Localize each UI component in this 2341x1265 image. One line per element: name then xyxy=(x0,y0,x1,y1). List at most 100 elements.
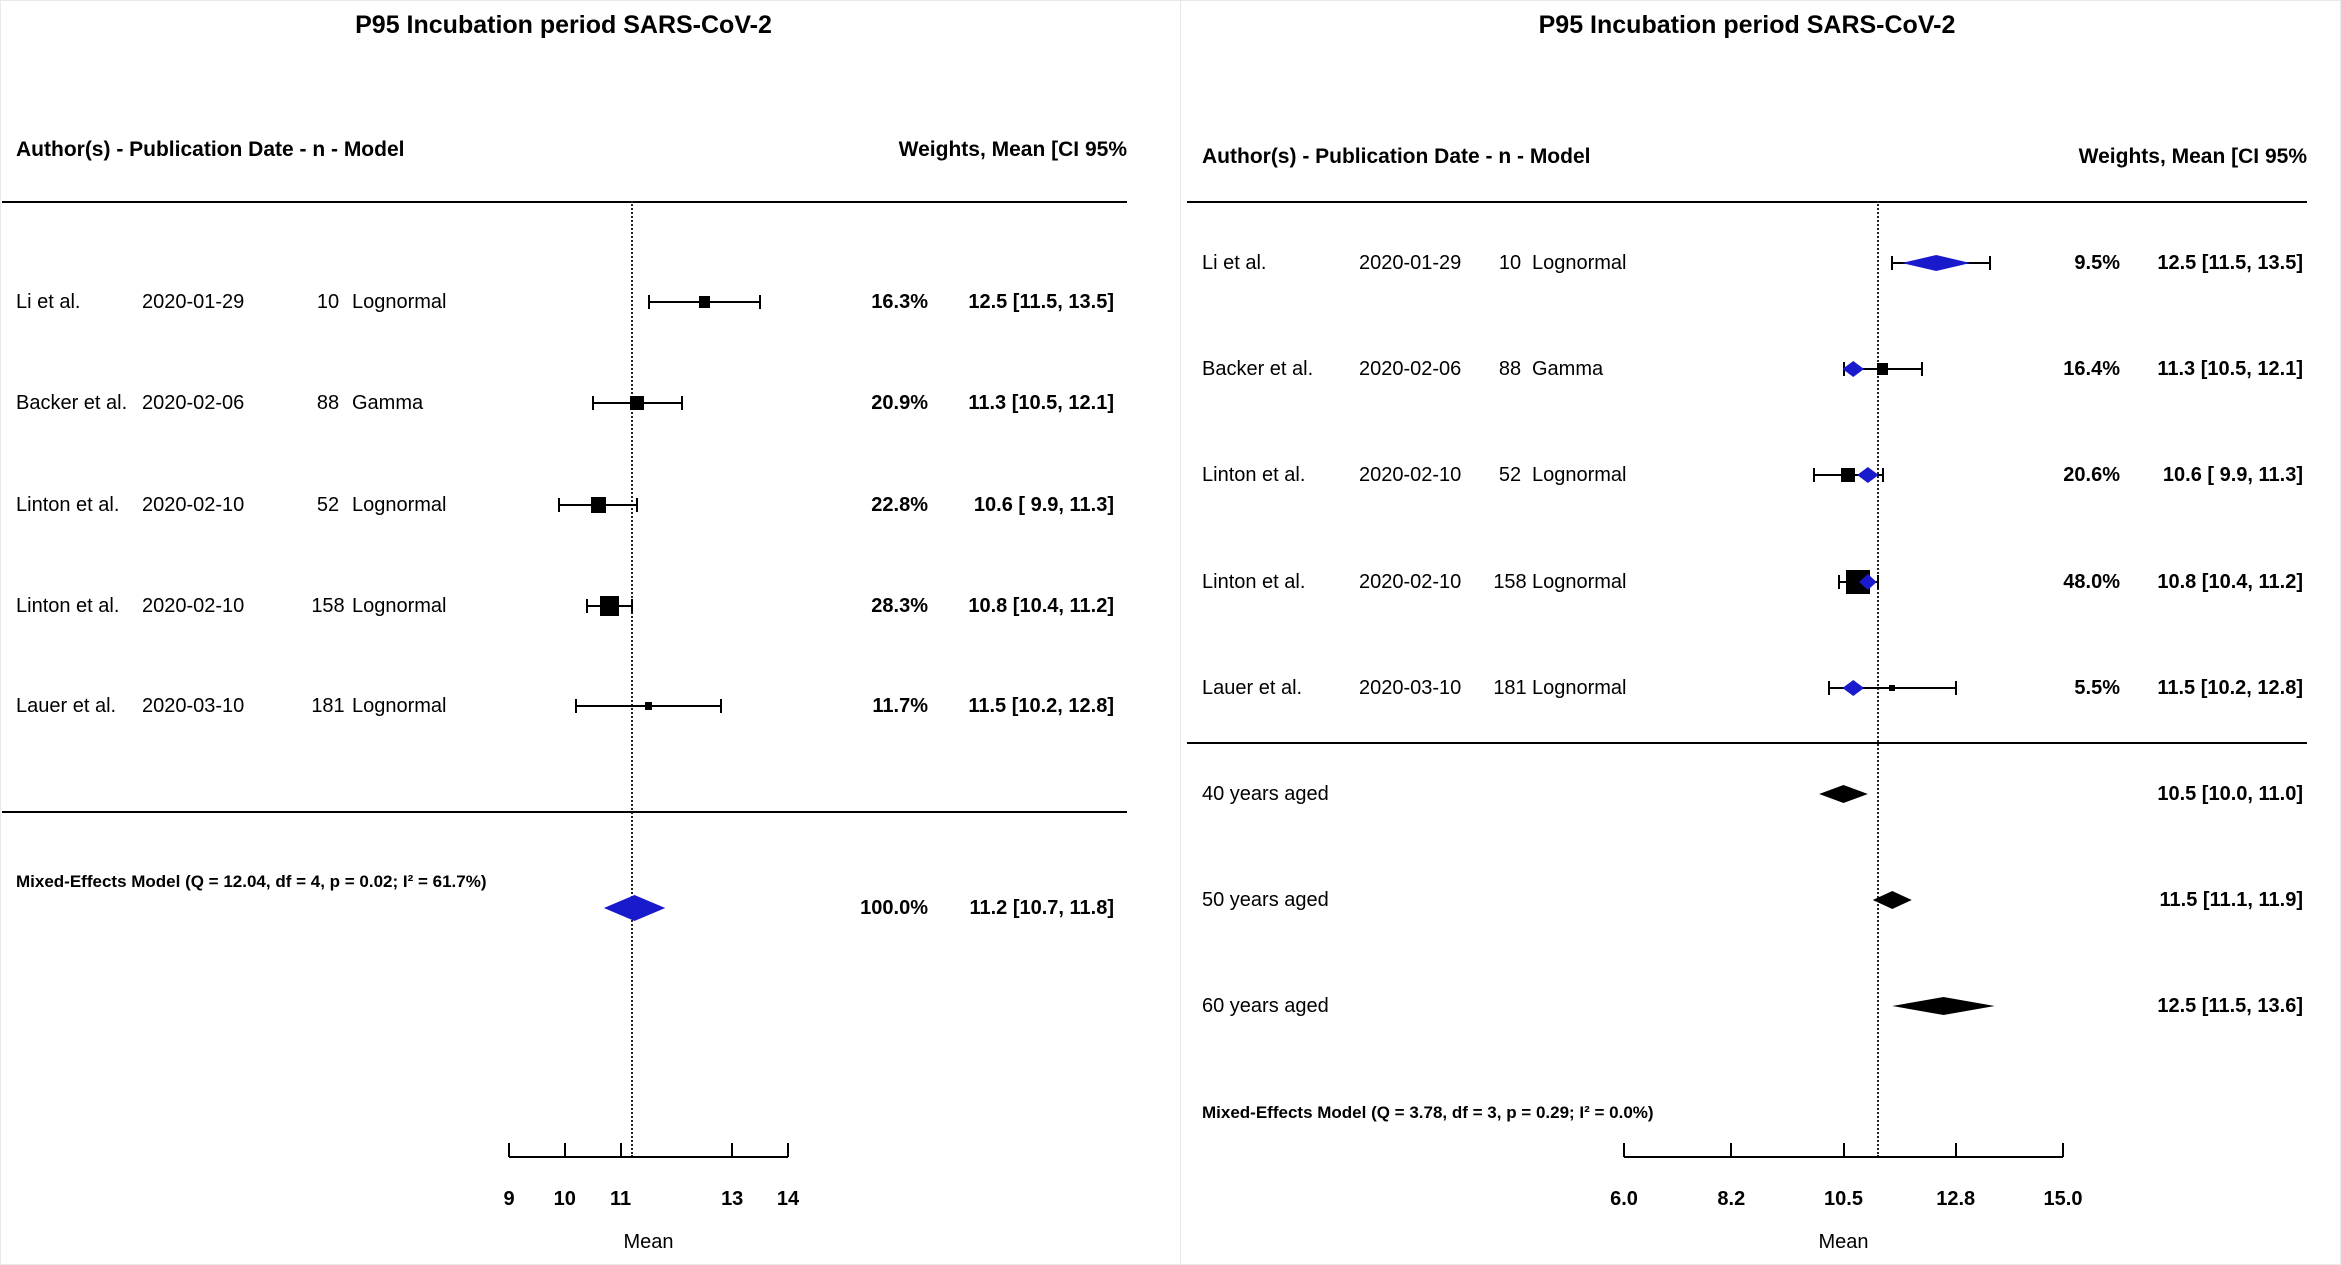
model-label: Lognormal xyxy=(352,494,447,516)
ci-cap xyxy=(1827,681,1830,695)
axis-tick xyxy=(1730,1143,1733,1157)
weight-label: 48.0% xyxy=(2063,571,2120,593)
fit-diamond xyxy=(1842,680,1864,696)
model-label: Lognormal xyxy=(1532,252,1627,274)
n-label: 158 xyxy=(1493,571,1527,593)
author-label: Backer et al. xyxy=(16,392,128,414)
weight-label: 20.6% xyxy=(2063,464,2120,486)
ci-label: 10.5 [10.0, 11.0] xyxy=(2157,783,2303,805)
author-label: Linton et al. xyxy=(16,494,120,516)
axis-tick xyxy=(1954,1143,1957,1157)
author-label: Lauer et al. xyxy=(1202,677,1303,699)
forest-plot-by-age: P95 Incubation period SARS-CoV-2 Author(… xyxy=(1184,0,2341,1265)
author-label: Lauer et al. xyxy=(16,695,117,717)
weight-label: 28.3% xyxy=(871,595,928,617)
n-label: 88 xyxy=(1498,358,1522,380)
mean-square xyxy=(1889,685,1896,691)
axis-tick-label: 15.0 xyxy=(2043,1188,2083,1210)
axis-tick-label: 8.2 xyxy=(1717,1188,1746,1210)
author-label: Linton et al. xyxy=(1202,571,1306,593)
date-label: 2020-02-06 xyxy=(142,392,245,414)
n-label: 10 xyxy=(1498,252,1522,274)
author-label: Li et al. xyxy=(16,291,81,313)
mean-square xyxy=(1876,363,1889,375)
forest-plot-overall: P95 Incubation period SARS-CoV-2 Author(… xyxy=(0,0,1170,1265)
n-label: 158 xyxy=(311,595,345,617)
summary-diamond xyxy=(603,895,666,921)
prediction-diamond xyxy=(1819,785,1868,803)
ci-cap xyxy=(1891,256,1894,270)
author-label: Backer et al. xyxy=(1202,358,1314,380)
model-label: Lognormal xyxy=(352,291,447,313)
chart-title: P95 Incubation period SARS-CoV-2 xyxy=(1538,11,1956,39)
chart-title: P95 Incubation period SARS-CoV-2 xyxy=(355,11,772,39)
date-label: 2020-01-29 xyxy=(142,291,245,313)
mean-square xyxy=(630,395,645,411)
ci-label: 10.8 [10.4, 11.2] xyxy=(968,595,1114,617)
ci-cap xyxy=(680,396,683,410)
axis-tick-label: 11 xyxy=(610,1188,632,1210)
ci-cap xyxy=(558,498,561,512)
header-rule xyxy=(2,201,1127,203)
ci-cap xyxy=(1954,681,1957,695)
value-header: Weights, Mean [CI 95% xyxy=(898,138,1127,161)
mean-square xyxy=(698,296,710,308)
ref-line xyxy=(630,201,633,1157)
axis-tick xyxy=(2062,1143,2065,1157)
ci-cap xyxy=(647,295,650,309)
mean-square xyxy=(1841,467,1856,482)
ci-cap xyxy=(636,498,639,512)
axis-tick xyxy=(787,1143,789,1157)
separator-rule xyxy=(2,811,1127,813)
ci-label: 11.5 [10.2, 12.8] xyxy=(968,695,1114,717)
column-header: Author(s) - Publication Date - n - Model xyxy=(16,138,405,161)
plot-body: Li et al. 2020-01-29 10 Lognormal 16.3% 12.5 … xyxy=(0,0,1170,1265)
weight-label: 5.5% xyxy=(2074,677,2120,699)
model-label: Lognormal xyxy=(1532,464,1627,486)
ci-cap xyxy=(1837,575,1840,589)
author-label: Li et al. xyxy=(1202,252,1267,274)
fit-diamond xyxy=(1859,574,1877,590)
ci-cap xyxy=(586,599,589,613)
date-label: 2020-02-10 xyxy=(1359,464,1462,486)
date-label: 2020-03-10 xyxy=(142,695,245,717)
date-label: 2020-02-10 xyxy=(1359,571,1462,593)
fit-diamond xyxy=(1902,255,1971,271)
value-header: Weights, Mean [CI 95% xyxy=(2078,145,2307,168)
weight-label: 100.0% xyxy=(860,897,928,919)
ci-label: 11.3 [10.5, 12.1] xyxy=(968,392,1114,414)
model-label: Lognormal xyxy=(352,695,447,717)
prediction-label: 60 years aged xyxy=(1202,995,1329,1017)
weight-label: 16.3% xyxy=(871,291,928,313)
date-label: 2020-02-10 xyxy=(142,595,245,617)
date-label: 2020-01-29 xyxy=(1359,252,1462,274)
mean-square xyxy=(590,497,607,513)
ci-cap xyxy=(1988,256,1991,270)
weight-label: 11.7% xyxy=(872,695,928,717)
axis-tick-label: 13 xyxy=(721,1188,744,1210)
axis-line xyxy=(509,1156,788,1158)
axis-tick xyxy=(619,1143,622,1157)
prediction-diamond xyxy=(1892,997,1995,1015)
ci-label: 10.8 [10.4, 11.2] xyxy=(2157,571,2303,593)
axis-tick xyxy=(508,1143,510,1157)
model-label: Gamma xyxy=(352,392,424,414)
model-label: Lognormal xyxy=(1532,571,1627,593)
ci-cap xyxy=(630,599,633,613)
ci-cap xyxy=(720,699,723,713)
axis-tick xyxy=(1842,1143,1845,1157)
axis-tick-label: 6.0 xyxy=(1610,1188,1638,1210)
summary-label: Mixed-Effects Model (Q = 3.78, df = 3, p… xyxy=(1202,1102,1654,1122)
n-label: 181 xyxy=(311,695,345,717)
axis-tick xyxy=(563,1143,566,1157)
ci-cap xyxy=(1920,362,1923,376)
date-label: 2020-02-10 xyxy=(142,494,245,516)
panel-divider xyxy=(1180,0,1181,1265)
axis-title: Mean xyxy=(623,1231,674,1253)
prediction-diamond xyxy=(1872,891,1912,909)
ref-line xyxy=(1876,201,1879,1157)
prediction-label: 50 years aged xyxy=(1202,889,1329,911)
mean-square xyxy=(644,702,653,710)
ci-label: 11.5 [10.2, 12.8] xyxy=(2157,677,2303,699)
